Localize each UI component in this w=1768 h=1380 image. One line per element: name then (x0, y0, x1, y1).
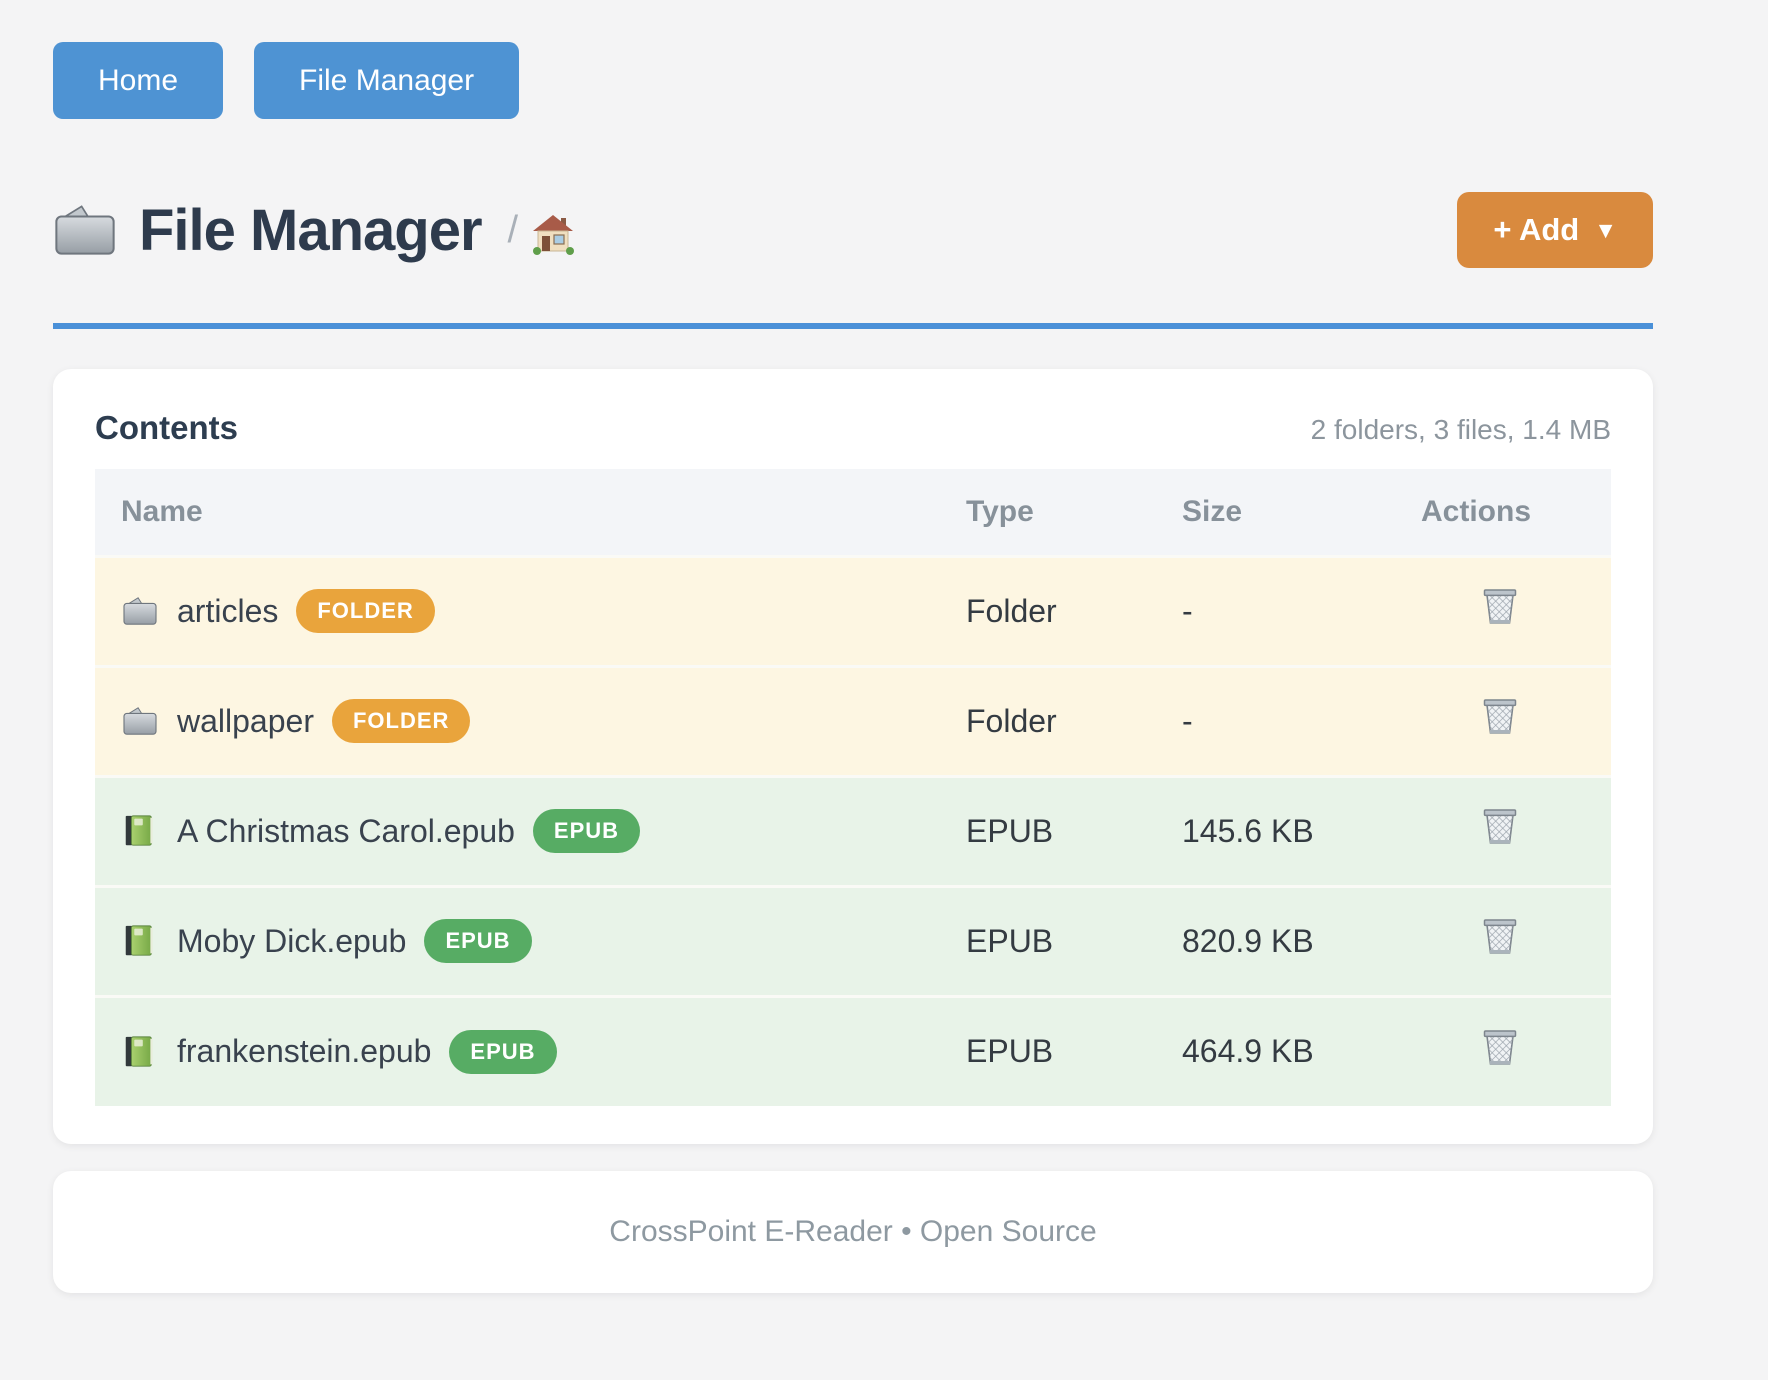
table-row[interactable]: frankenstein.epub EPUB EPUB 464.9 KB (95, 996, 1611, 1106)
table-row[interactable]: wallpaper FOLDER Folder - (95, 666, 1611, 776)
book-icon (121, 924, 159, 958)
delete-button[interactable] (1481, 587, 1519, 627)
file-name: Moby Dick.epub (177, 922, 407, 959)
home-icon[interactable] (532, 213, 575, 255)
delete-button[interactable] (1481, 807, 1519, 847)
title-wrap: File Manager / (53, 197, 1457, 264)
contents-table-body: articles FOLDER Folder - (95, 556, 1611, 1106)
nav-file-manager-button[interactable]: File Manager (254, 42, 520, 119)
table-row[interactable]: articles FOLDER Folder - (95, 556, 1611, 666)
type-badge: EPUB (424, 919, 532, 963)
table-row[interactable]: Moby Dick.epub EPUB EPUB 820.9 KB (95, 886, 1611, 996)
type-badge: FOLDER (296, 589, 435, 633)
book-icon (121, 814, 159, 848)
page-header: File Manager / + Add ▼ (53, 187, 1653, 273)
type-cell: Folder (966, 702, 1057, 739)
type-cell: EPUB (966, 922, 1054, 959)
trash-icon (1483, 809, 1517, 844)
trash-icon (1483, 1030, 1517, 1065)
nav-home-button[interactable]: Home (53, 42, 224, 119)
file-name: wallpaper (177, 702, 314, 739)
breadcrumb-separator: / (507, 208, 519, 251)
size-cell: - (1182, 592, 1193, 629)
column-header-actions: Actions (1421, 494, 1532, 528)
column-header-size: Size (1182, 494, 1243, 528)
column-header-name: Name (121, 494, 203, 528)
contents-card: Contents 2 folders, 3 files, 1.4 MB Name… (53, 369, 1653, 1144)
page: Home File Manager File Manager / (53, 0, 1653, 1293)
file-name: frankenstein.epub (177, 1033, 432, 1070)
folder-icon (121, 594, 159, 628)
size-cell: 820.9 KB (1182, 922, 1314, 959)
trash-icon (1483, 699, 1517, 734)
contents-title: Contents (95, 409, 238, 446)
contents-table: Name Type Size Actions articles FOLDER F… (95, 469, 1611, 1106)
footer-text: CrossPoint E-Reader • Open Source (609, 1215, 1097, 1248)
trash-icon (1483, 919, 1517, 954)
footer-card: CrossPoint E-Reader • Open Source (53, 1171, 1653, 1293)
delete-button[interactable] (1481, 697, 1519, 737)
delete-button[interactable] (1481, 917, 1519, 957)
table-row[interactable]: A Christmas Carol.epub EPUB EPUB 145.6 K… (95, 776, 1611, 886)
add-button-label: + Add (1493, 212, 1580, 247)
size-cell: - (1182, 702, 1193, 739)
trash-icon (1483, 589, 1517, 624)
type-cell: Folder (966, 592, 1057, 629)
type-badge: EPUB (532, 809, 641, 853)
delete-button[interactable] (1481, 1028, 1519, 1068)
add-button[interactable]: + Add ▼ (1457, 192, 1653, 268)
folder-icon (121, 704, 159, 738)
column-header-type: Type (966, 494, 1034, 528)
type-cell: EPUB (966, 1033, 1054, 1070)
contents-summary: 2 folders, 3 files, 1.4 MB (1310, 414, 1611, 445)
size-cell: 464.9 KB (1182, 1033, 1314, 1070)
folder-icon (55, 205, 115, 255)
file-name: A Christmas Carol.epub (177, 812, 515, 849)
type-badge: FOLDER (331, 699, 471, 743)
top-nav: Home File Manager (53, 0, 1653, 119)
table-header-row: Name Type Size Actions (95, 469, 1611, 556)
divider-rule (53, 323, 1653, 329)
file-name: articles (177, 592, 279, 629)
contents-card-header: Contents 2 folders, 3 files, 1.4 MB (95, 409, 1611, 446)
type-cell: EPUB (966, 812, 1054, 849)
caret-down-icon: ▼ (1594, 216, 1617, 243)
size-cell: 145.6 KB (1182, 812, 1314, 849)
type-badge: EPUB (449, 1029, 557, 1074)
page-title: File Manager (139, 197, 483, 263)
book-icon (121, 1035, 159, 1069)
